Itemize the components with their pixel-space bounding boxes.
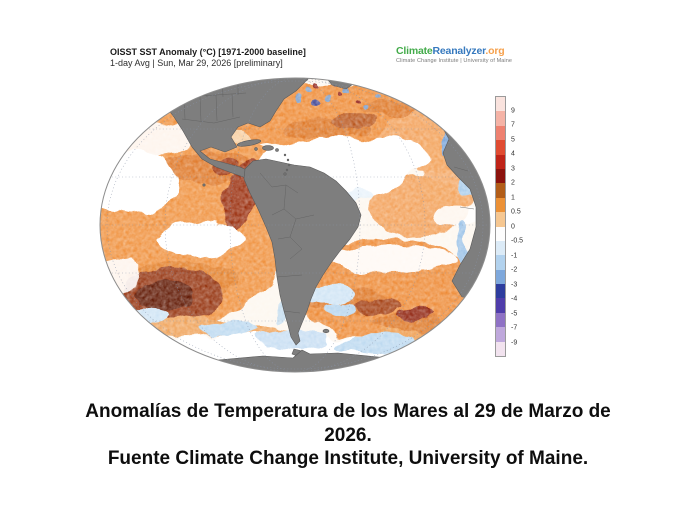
colorbar-segment [496, 284, 505, 299]
colorbar-segment [496, 341, 505, 357]
colorbar-segment [496, 197, 505, 213]
colorbar-tick-label: -9 [511, 339, 518, 346]
globe-outline [99, 77, 491, 373]
logo-wordmark: ClimateReanalyzer.org [396, 45, 512, 57]
colorbar-labels: 9 7 5 4 3 2 1 0.5 0 -0.5 -1 -2 -3 -4 -5 -7 -9 [511, 96, 537, 357]
climate-reanalyzer-logo[interactable]: ClimateReanalyzer.org Climate Change Ins… [396, 45, 512, 64]
colorbar-tick-label: -4 [511, 295, 518, 303]
caption-line: Anomalías de Temperatura de los Mares al… [85, 401, 611, 422]
graticule [100, 78, 490, 372]
colorbar-segment [496, 298, 505, 313]
colorbar-tick-label: -7 [511, 324, 518, 332]
colorbar-scale [495, 96, 506, 357]
colorbar-tick-label: 1 [511, 194, 515, 201]
colorbar-tick-label: 9 [511, 107, 515, 114]
map-title: OISST SST Anomaly (°C) [1971-2000 baseli… [110, 47, 306, 57]
map-title-block: OISST SST Anomaly (°C) [1971-2000 baseli… [110, 47, 306, 69]
colorbar-segment [496, 240, 505, 256]
colorbar-segment [496, 111, 505, 126]
colorbar-tick-label: -1 [511, 252, 518, 259]
colorbar-segment [496, 255, 505, 270]
colorbar-tick-label: 3 [511, 165, 515, 172]
colorbar-tick-label: 4 [511, 150, 515, 158]
caption-line: 2026. [324, 424, 372, 446]
logo-tagline: Climate Change Institute | University of… [396, 58, 513, 64]
caption: Anomalías de Temperatura de los Mares al… [0, 400, 696, 471]
colorbar-tick-label: -3 [511, 281, 518, 288]
colorbar-segment [496, 212, 505, 227]
iberia-landmass [433, 84, 465, 106]
colorbar-segment [496, 183, 505, 198]
colorbar-tick-label: -0.5 [511, 237, 524, 245]
colorbar-segment [496, 312, 505, 328]
sst-globe-map [99, 77, 491, 373]
iceland-landmass [375, 79, 387, 87]
colorbar-segment [496, 154, 505, 169]
british-isles-landmass [419, 78, 433, 80]
antarctica-landmass [117, 349, 484, 372]
colorbar-tick-label: 7 [511, 121, 515, 129]
colorbar-tick-label: -2 [511, 266, 518, 274]
colorbar-tick-label: 2 [511, 179, 515, 187]
colorbar-segment [496, 125, 505, 141]
caption-line: Fuente Climate Change Institute, Univers… [107, 448, 589, 469]
colorbar-segment [496, 97, 505, 112]
colorbar-tick-label: 0.5 [511, 208, 521, 216]
colorbar-segment [496, 140, 505, 155]
south-america-landmass [243, 158, 362, 346]
logo-part-reanalyzer: Reanalyzer [432, 45, 486, 57]
colorbar-tick-label: 0 [511, 223, 515, 230]
colorbar-tick-label: 5 [511, 136, 515, 143]
colorbar-segment [496, 327, 505, 342]
colorbar-segment [496, 168, 505, 184]
colorbar-tick-label: -5 [511, 310, 518, 317]
caribbean-islands [202, 139, 291, 187]
map-subtitle: 1-day Avg | Sun, Mar 29, 2026 [prelimina… [110, 58, 283, 68]
falkland-islands [322, 328, 330, 334]
colorbar-segment [496, 269, 505, 285]
colorbar-segment [496, 226, 505, 241]
logo-part-org: .org [485, 45, 505, 57]
logo-part-climate: Climate [396, 45, 433, 57]
